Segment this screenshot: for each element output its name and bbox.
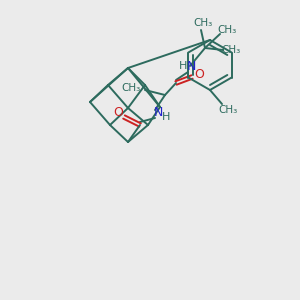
Text: N: N (186, 59, 196, 73)
Text: O: O (194, 68, 204, 82)
Text: O: O (113, 106, 123, 119)
Text: CH₃: CH₃ (194, 18, 213, 28)
Text: CH₃: CH₃ (218, 105, 238, 115)
Text: CH₃: CH₃ (122, 83, 141, 93)
Text: N: N (153, 106, 163, 119)
Text: H: H (162, 112, 170, 122)
Text: CH₃: CH₃ (218, 25, 237, 35)
Text: H: H (179, 61, 187, 71)
Text: CH₃: CH₃ (221, 45, 241, 55)
